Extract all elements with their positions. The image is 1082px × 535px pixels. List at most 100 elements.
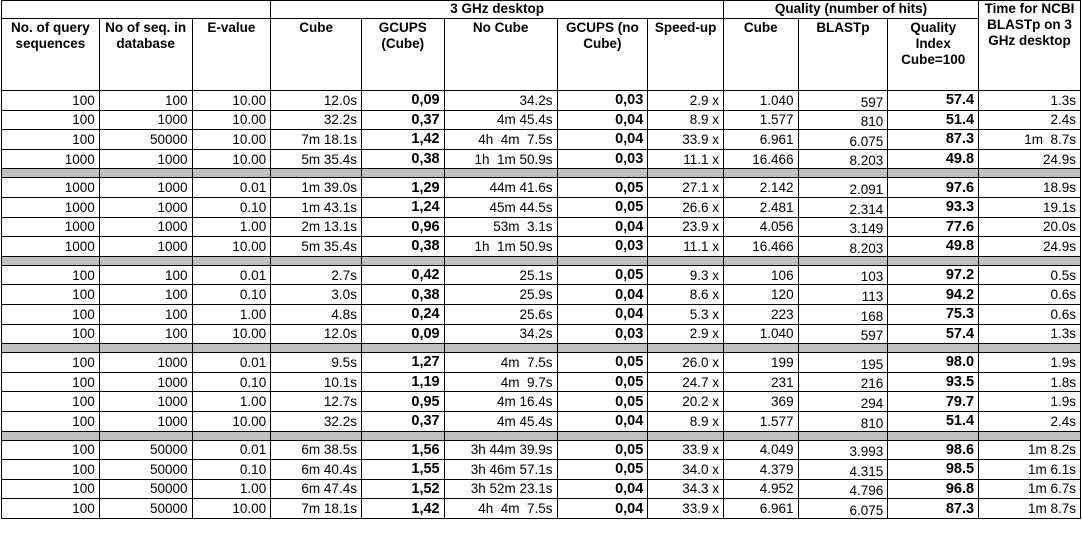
column-header-hits-blastp: BLASTp	[797, 18, 889, 91]
cell-db-sequences: 1000	[98, 216, 193, 238]
separator-cell	[887, 255, 980, 266]
cell-cube-time: 4.8s	[270, 303, 362, 325]
cell-cube-time: 7m 18.1s	[270, 498, 362, 519]
cell-gcups-nocube: 0,05	[556, 264, 649, 286]
cell-quality-index: 77.6	[887, 216, 980, 238]
table-row: 1000 1000 0.10 1m 43.1s 1,24 45m 44.5s 0,05 26.…	[1, 196, 1081, 218]
group-header-quality: Quality (number of hits)	[722, 0, 980, 19]
cell-db-sequences: 1000	[98, 410, 193, 432]
cell-query-sequences: 100	[1, 498, 100, 519]
cell-nocube-time: 3h 44m 39.9s	[443, 439, 558, 461]
cell-quality-index: 98.0	[887, 352, 980, 373]
cell-ncbi-time: 1.3s	[978, 90, 1081, 111]
cell-evalue: 1.00	[191, 303, 272, 325]
separator-cell	[98, 168, 193, 179]
cell-gcups-nocube: 0,04	[556, 284, 649, 305]
cell-db-sequences: 100	[98, 264, 193, 286]
cell-cube-time: 6m 47.4s	[270, 478, 362, 500]
cell-hits-blastp: 597	[797, 90, 889, 111]
cell-cube-time: 12.0s	[270, 90, 362, 111]
cell-cube-time: 12.7s	[270, 391, 362, 412]
cell-gcups-cube: 1,52	[360, 478, 445, 500]
cell-ncbi-time: 2.4s	[978, 410, 1081, 432]
cell-ncbi-time: 1.3s	[978, 323, 1081, 345]
cell-query-sequences: 100	[1, 264, 100, 286]
cell-cube-time: 3.0s	[270, 284, 362, 305]
cell-hits-cube: 1.577	[722, 109, 799, 131]
cell-evalue: 10.00	[191, 236, 272, 257]
cell-quality-index: 51.4	[887, 410, 980, 432]
cell-nocube-time: 25.1s	[443, 264, 558, 286]
cell-hits-blastp: 810	[797, 109, 889, 131]
table-row: 1000 1000 0.01 1m 39.0s 1,29 44m 41.6s 0,05 27.…	[1, 177, 1081, 198]
cell-speedup: 2.9 x	[647, 323, 724, 345]
cell-nocube-time: 25.9s	[443, 284, 558, 305]
cell-evalue: 0.10	[191, 459, 272, 480]
cell-query-sequences: 100	[1, 352, 100, 373]
cell-quality-index: 97.6	[887, 177, 980, 198]
cell-query-sequences: 100	[1, 478, 100, 500]
cell-hits-cube: 1.040	[722, 90, 799, 111]
cell-query-sequences: 100	[1, 410, 100, 432]
cell-nocube-time: 53m 3.1s	[443, 216, 558, 238]
cell-query-sequences: 100	[1, 439, 100, 461]
cell-hits-cube: 1.040	[722, 323, 799, 345]
separator-cell	[797, 255, 889, 266]
cell-nocube-time: 4h 4m 7.5s	[443, 498, 558, 519]
separator-cell	[647, 168, 724, 179]
cell-quality-index: 98.5	[887, 459, 980, 480]
separator-cell	[647, 430, 724, 441]
cell-ncbi-time: 19.1s	[978, 196, 1081, 218]
cell-hits-blastp: 216	[797, 371, 889, 393]
table-row: 100 1000 0.10 10.1s 1,19 4m 9.7s 0,05 24.7 x 231…	[1, 371, 1081, 393]
cell-ncbi-time: 1m 6.7s	[978, 478, 1081, 500]
cell-ncbi-time: 1.8s	[978, 371, 1081, 393]
cell-evalue: 0.01	[191, 177, 272, 198]
separator-cell	[270, 430, 362, 441]
cell-speedup: 33.9 x	[647, 129, 724, 150]
cell-quality-index: 93.3	[887, 196, 980, 218]
cell-query-sequences: 100	[1, 129, 100, 150]
cell-cube-time: 10.1s	[270, 371, 362, 393]
cell-gcups-nocube: 0,05	[556, 439, 649, 461]
cell-quality-index: 97.2	[887, 264, 980, 286]
cell-cube-time: 9.5s	[270, 352, 362, 373]
cell-speedup: 27.1 x	[647, 177, 724, 198]
cell-cube-time: 7m 18.1s	[270, 129, 362, 150]
separator-cell	[887, 343, 980, 354]
cell-evalue: 0.10	[191, 284, 272, 305]
cell-gcups-nocube: 0,05	[556, 391, 649, 412]
separator-cell	[647, 343, 724, 354]
cell-hits-blastp: 168	[797, 303, 889, 325]
cell-db-sequences: 1000	[98, 109, 193, 131]
column-header-gcups-nocube: GCUPS (no Cube)	[556, 18, 649, 91]
cell-hits-blastp: 113	[797, 284, 889, 305]
cell-ncbi-time: 20.0s	[978, 216, 1081, 238]
cell-quality-index: 49.8	[887, 236, 980, 257]
cell-gcups-cube: 0,95	[360, 391, 445, 412]
cell-hits-blastp: 3.993	[797, 439, 889, 461]
blast-benchmark-table: 3 GHz desktop Quality (number of hits) T…	[0, 0, 1081, 519]
cell-hits-cube: 16.466	[722, 236, 799, 257]
cell-ncbi-time: 1m 8.2s	[978, 439, 1081, 461]
cell-query-sequences: 100	[1, 391, 100, 412]
cell-evalue: 1.00	[191, 478, 272, 500]
cell-db-sequences: 1000	[98, 148, 193, 170]
cell-db-sequences: 1000	[98, 352, 193, 373]
table-row: 100 50000 1.00 6m 47.4s 1,52 3h 52m 23.1s 0,04…	[1, 478, 1081, 500]
cell-quality-index: 79.7	[887, 391, 980, 412]
separator-cell	[647, 255, 724, 266]
cell-hits-cube: 4.379	[722, 459, 799, 480]
cell-cube-time: 2m 13.1s	[270, 216, 362, 238]
cell-cube-time: 32.2s	[270, 109, 362, 131]
group-header-desktop: 3 GHz desktop	[270, 0, 724, 19]
cell-hits-cube: 2.142	[722, 177, 799, 198]
cell-gcups-cube: 0,38	[360, 236, 445, 257]
cell-hits-blastp: 195	[797, 352, 889, 373]
cell-speedup: 11.1 x	[647, 236, 724, 257]
cell-evalue: 0.10	[191, 371, 272, 393]
cell-speedup: 5.3 x	[647, 303, 724, 325]
cell-hits-cube: 1.577	[722, 410, 799, 432]
cell-gcups-nocube: 0,04	[556, 410, 649, 432]
cell-db-sequences: 1000	[98, 236, 193, 257]
